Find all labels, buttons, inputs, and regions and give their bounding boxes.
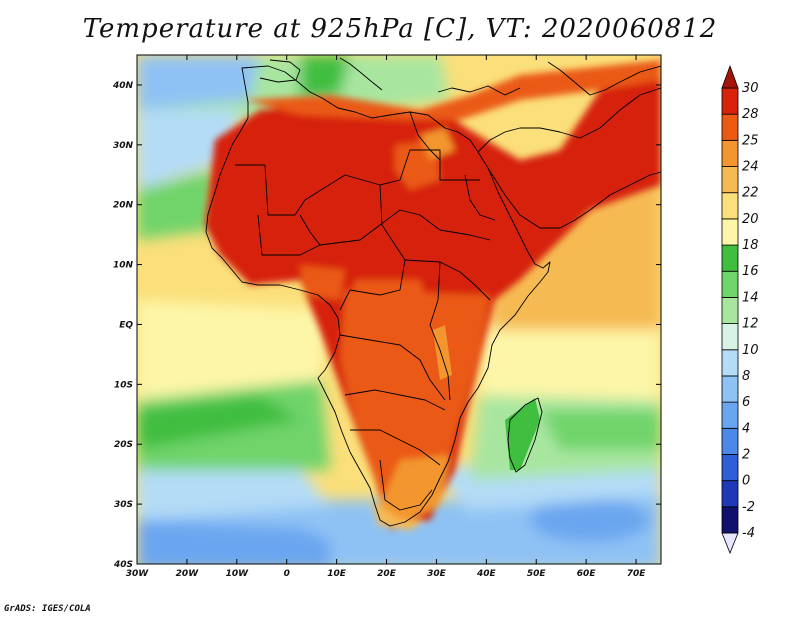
coastline-africa bbox=[205, 65, 551, 527]
colorbar-high-triangle bbox=[721, 64, 739, 89]
lon-tick-label: 10E bbox=[327, 569, 347, 579]
colorbar-segment bbox=[721, 401, 739, 429]
coastline-iberia bbox=[259, 59, 301, 83]
border-south bbox=[350, 429, 441, 466]
colorbar-level-label: 14 bbox=[742, 290, 759, 305]
border-mali bbox=[299, 214, 321, 246]
lon-tick-label: 20E bbox=[377, 569, 397, 579]
lat-tick-label: 10S bbox=[114, 380, 133, 390]
coastline-arabia-north bbox=[477, 87, 661, 153]
lon-tick-label: 30W bbox=[126, 569, 150, 579]
colorbar-level-label: 6 bbox=[742, 395, 750, 410]
colorbar-level-label: 25 bbox=[742, 133, 759, 148]
lat-tick-label: 20N bbox=[113, 201, 134, 211]
grads-credit: GrADS: IGES/COLA bbox=[4, 604, 91, 614]
colorbar-level-label: 20 bbox=[742, 212, 759, 227]
border-congo bbox=[339, 334, 446, 401]
colorbar-level-label: 0 bbox=[742, 474, 750, 489]
lon-tick-label: 20W bbox=[176, 569, 200, 579]
colorbar-segment bbox=[721, 113, 739, 141]
colorbar-segment bbox=[721, 323, 739, 351]
lat-tick-label: 20S bbox=[114, 440, 133, 450]
coastline-italy bbox=[339, 57, 383, 91]
lake-tanganyika-region bbox=[433, 325, 452, 380]
colorbar-segment bbox=[721, 139, 739, 167]
lat-tick-label: 10N bbox=[113, 261, 134, 271]
border-sahara-a bbox=[235, 149, 480, 216]
lon-tick-label: 30E bbox=[427, 569, 447, 579]
lat-tick-label: 40S bbox=[113, 560, 133, 570]
colorbar-level-label: 28 bbox=[742, 107, 759, 122]
border-angola bbox=[344, 389, 446, 411]
lat-tick-label: 40N bbox=[112, 81, 134, 91]
colorbar-level-label: 8 bbox=[742, 369, 750, 384]
colorbar-segment bbox=[721, 480, 739, 508]
lat-tick-label: 30N bbox=[113, 141, 134, 151]
colorbar-segment bbox=[721, 506, 739, 534]
lon-tick-label: 40E bbox=[476, 569, 497, 579]
colorbar-segment bbox=[721, 218, 739, 246]
colorbar-level-label: 18 bbox=[742, 238, 759, 253]
colorbar-segment bbox=[721, 166, 739, 194]
colorbar-level-label: 24 bbox=[742, 160, 759, 175]
colorbar-segment bbox=[721, 270, 739, 298]
colorbar-low-triangle bbox=[721, 532, 739, 555]
colorbar-level-label: 22 bbox=[742, 186, 759, 201]
lon-tick-label: 60E bbox=[577, 569, 597, 579]
coastline-arabia-south bbox=[487, 167, 661, 229]
border-sahel bbox=[257, 209, 491, 256]
coastline-madagascar bbox=[507, 397, 543, 473]
colorbar-level-label: 4 bbox=[742, 421, 750, 436]
lake-victoria-region bbox=[445, 308, 462, 326]
colorbar-segment bbox=[721, 427, 739, 455]
coastline-turkey bbox=[437, 85, 521, 96]
boundaries bbox=[205, 57, 661, 527]
colorbar-level-label: -4 bbox=[742, 526, 755, 541]
lat-ticks: 40N 30N 20N 10N EQ 10S 20S 30S 40S bbox=[112, 81, 661, 570]
colorbar-level-label: -2 bbox=[742, 500, 755, 515]
colorbar-level-label: 12 bbox=[742, 317, 759, 332]
colorbar-level-label: 30 bbox=[742, 81, 759, 96]
colorbar-level-label: 10 bbox=[742, 343, 759, 358]
colorbar-segment bbox=[721, 375, 739, 403]
colorbar-segment bbox=[721, 349, 739, 377]
colorbar-segment bbox=[721, 454, 739, 482]
border-egypt bbox=[409, 111, 441, 161]
border-sa bbox=[379, 459, 433, 511]
colorbar-segment bbox=[721, 192, 739, 220]
border-eastcentral bbox=[429, 261, 451, 401]
temperature-field bbox=[137, 55, 661, 564]
lat-tick-label: 30S bbox=[114, 500, 133, 510]
coastline-iran bbox=[547, 61, 661, 96]
border-eritrea bbox=[464, 174, 496, 221]
colorbar-level-label: 16 bbox=[742, 264, 759, 279]
colorbar-segment bbox=[721, 244, 739, 272]
border-sudan bbox=[404, 259, 491, 301]
chart-title: Temperature at 925hPa [C], VT: 202006081… bbox=[82, 14, 718, 44]
lon-tick-label: 0 bbox=[284, 569, 290, 579]
colorbar-level-label: 2 bbox=[742, 447, 750, 462]
lat-tick-label: EQ bbox=[119, 320, 133, 330]
lon-ticks: 30W 20W 10W 0 10E 20E 30E 40E 50E 60E 70E bbox=[126, 55, 646, 579]
lon-tick-label: 10W bbox=[226, 569, 250, 579]
colorbar-segment bbox=[721, 297, 739, 324]
lon-tick-label: 50E bbox=[527, 569, 547, 579]
plot-frame bbox=[136, 54, 662, 565]
lon-tick-label: 70E bbox=[627, 569, 647, 579]
border-chad bbox=[339, 184, 406, 311]
colorbar-segment bbox=[721, 87, 739, 115]
